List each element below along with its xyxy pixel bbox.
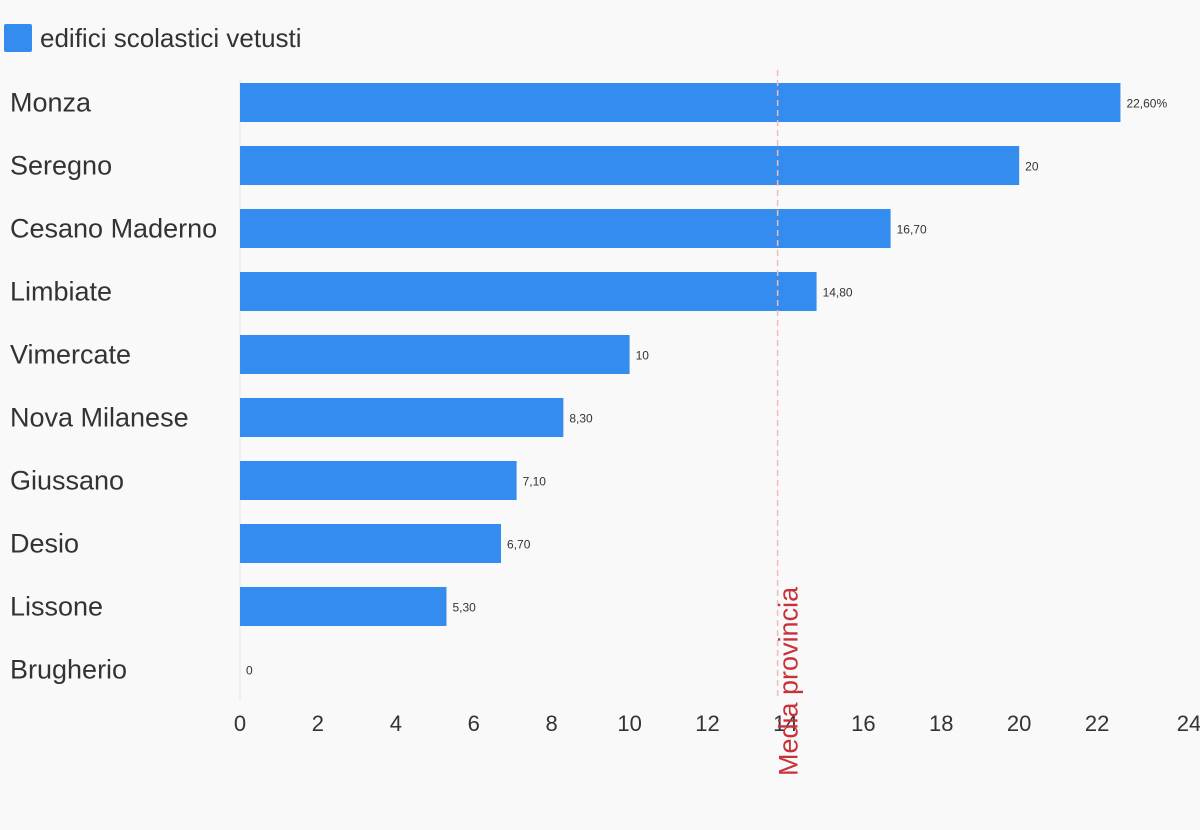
category-label: Giussano — [10, 466, 124, 496]
bar — [240, 461, 517, 500]
data-label: 16,70 — [897, 223, 927, 237]
category-label: Desio — [10, 529, 79, 559]
legend: edifici scolastici vetusti — [4, 22, 302, 53]
data-label: 14,80 — [823, 286, 853, 300]
category-label: Limbiate — [10, 277, 112, 307]
data-label: 0 — [246, 664, 253, 678]
x-tick-label: 18 — [929, 711, 953, 736]
x-tick-label: 22 — [1085, 711, 1109, 736]
bar — [240, 209, 891, 248]
x-tick-label: 20 — [1007, 711, 1031, 736]
data-label: 22,60% — [1126, 97, 1167, 111]
data-label: 7,10 — [523, 475, 547, 489]
category-label: Seregno — [10, 151, 112, 181]
bar — [240, 146, 1020, 185]
category-label: Vimercate — [10, 340, 131, 370]
data-label: 10 — [636, 349, 650, 363]
x-tick-label: 8 — [546, 711, 558, 736]
x-tick-label: 12 — [695, 711, 719, 736]
category-label: Cesano Maderno — [10, 214, 217, 244]
reference-line-label: Media provincia — [774, 586, 804, 776]
data-label: 5,30 — [452, 601, 476, 615]
bar — [240, 587, 447, 626]
data-label: 6,70 — [507, 538, 531, 552]
x-tick-label: 14 — [773, 711, 797, 736]
category-label: Lissone — [10, 592, 103, 622]
category-label: Nova Milanese — [10, 403, 189, 433]
category-label: Monza — [10, 88, 92, 118]
x-tick-label: 16 — [851, 711, 875, 736]
bar — [240, 398, 564, 437]
bar — [240, 272, 817, 311]
category-label: Brugherio — [10, 655, 127, 685]
x-tick-label: 6 — [468, 711, 480, 736]
data-label: 8,30 — [569, 412, 593, 426]
data-label: 20 — [1025, 160, 1039, 174]
legend-label: edifici scolastici vetusti — [40, 22, 302, 53]
bar — [240, 335, 630, 374]
x-tick-label: 0 — [234, 711, 246, 736]
bar — [240, 524, 502, 563]
x-tick-label: 10 — [617, 711, 641, 736]
x-tick-label: 4 — [390, 711, 402, 736]
legend-swatch — [4, 24, 32, 52]
x-tick-label: 24 — [1177, 711, 1200, 736]
x-tick-label: 2 — [312, 711, 324, 736]
bar — [240, 83, 1121, 122]
